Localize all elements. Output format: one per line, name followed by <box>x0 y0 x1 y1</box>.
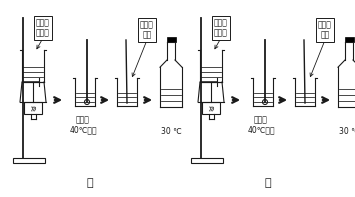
Text: 牛奶加
糖煮沸: 牛奶加 糖煮沸 <box>214 18 228 38</box>
Text: 加酸奶
搅拌: 加酸奶 搅拌 <box>140 20 154 40</box>
Text: 冷却至
40℃左右: 冷却至 40℃左右 <box>247 115 275 134</box>
Text: 30 ℃: 30 ℃ <box>339 127 355 136</box>
Bar <box>344 37 354 42</box>
Text: 甲: 甲 <box>87 178 93 188</box>
Text: 牛奶加
糖煮沸: 牛奶加 糖煮沸 <box>36 18 50 38</box>
Text: 30 ℃: 30 ℃ <box>160 127 181 136</box>
Circle shape <box>262 99 268 104</box>
Text: 冷却至
40℃左右: 冷却至 40℃左右 <box>69 115 97 134</box>
Text: 加酸奶
搅拌: 加酸奶 搅拌 <box>318 20 332 40</box>
Bar <box>13 158 45 163</box>
Bar <box>191 158 223 163</box>
Bar <box>24 102 42 114</box>
Circle shape <box>84 99 89 104</box>
Text: 乙: 乙 <box>265 178 271 188</box>
Bar <box>166 37 175 42</box>
Bar <box>202 102 220 114</box>
